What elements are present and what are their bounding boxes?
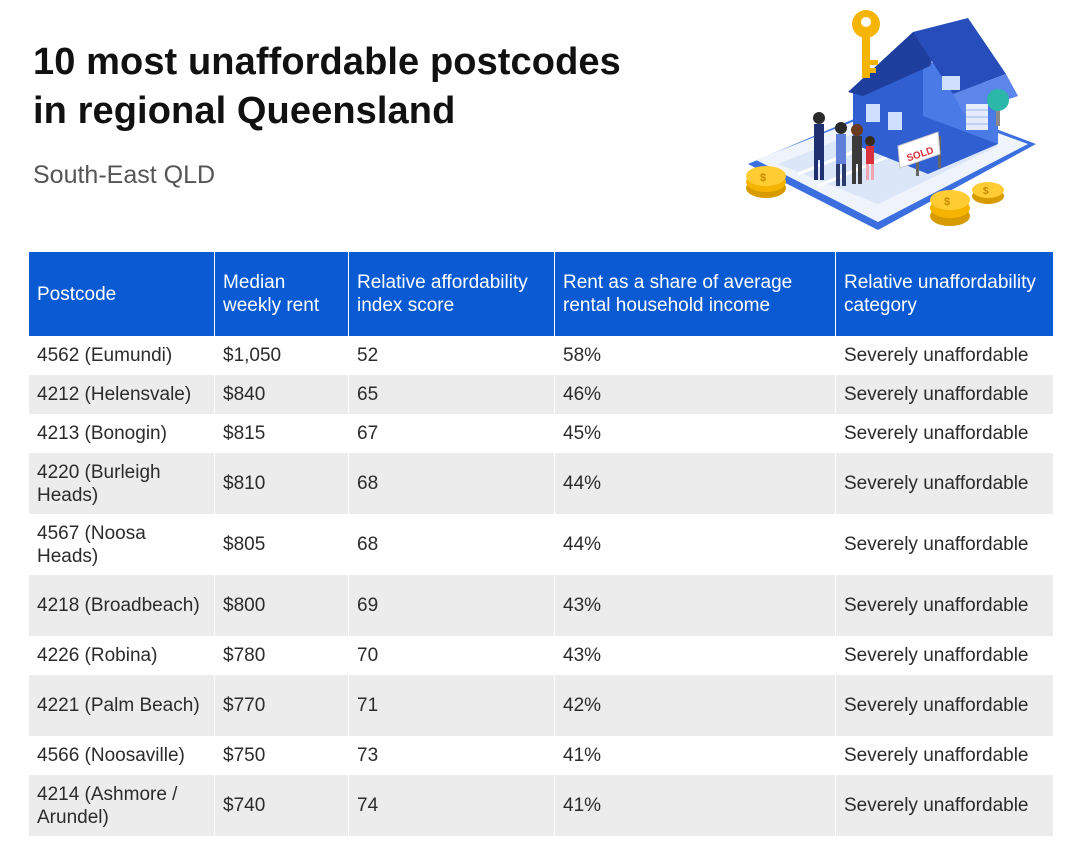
column-header-rent-share: Rent as a share of average rental househ… — [555, 252, 836, 336]
cell-score: 52 — [349, 336, 555, 375]
column-header-affordability-score: Relative affordability index score — [349, 252, 555, 336]
cell-share: 44% — [555, 453, 836, 514]
cell-postcode: 4213 (Bonogin) — [29, 414, 215, 453]
table-row: 4212 (Helensvale) $840 65 46% Severely u… — [29, 375, 1053, 414]
cell-rent: $815 — [215, 414, 349, 453]
page-subtitle: South-East QLD — [33, 161, 216, 189]
cell-share: 58% — [555, 336, 836, 375]
cell-score: 73 — [349, 736, 555, 775]
table-header-row: Postcode Median weekly rent Relative aff… — [29, 252, 1053, 336]
cell-score: 70 — [349, 636, 555, 675]
cell-rent: $810 — [215, 453, 349, 514]
cell-postcode: 4214 (Ashmore / Arundel) — [29, 775, 215, 836]
cell-category: Severely unaffordable — [836, 453, 1053, 514]
cell-share: 41% — [555, 736, 836, 775]
data-table-container: Postcode Median weekly rent Relative aff… — [29, 252, 1053, 836]
table-row: 4213 (Bonogin) $815 67 45% Severely unaf… — [29, 414, 1053, 453]
table-row: 4226 (Robina) $780 70 43% Severely unaff… — [29, 636, 1053, 675]
cell-score: 65 — [349, 375, 555, 414]
cell-rent: $1,050 — [215, 336, 349, 375]
cell-category: Severely unaffordable — [836, 375, 1053, 414]
cell-share: 45% — [555, 414, 836, 453]
cell-rent: $800 — [215, 575, 349, 636]
cell-rent: $740 — [215, 775, 349, 836]
people-icon — [813, 112, 875, 186]
cell-share: 43% — [555, 575, 836, 636]
cell-category: Severely unaffordable — [836, 336, 1053, 375]
title-line-2: in regional Queensland — [33, 90, 456, 132]
title-line-1: 10 most unaffordable postcodes — [33, 41, 621, 83]
cell-category: Severely unaffordable — [836, 514, 1053, 575]
cell-score: 69 — [349, 575, 555, 636]
affordability-table: Postcode Median weekly rent Relative aff… — [29, 252, 1053, 836]
column-header-category: Relative unaffordability category — [836, 252, 1053, 336]
cell-category: Severely unaffordable — [836, 636, 1053, 675]
cell-postcode: 4562 (Eumundi) — [29, 336, 215, 375]
cell-postcode: 4220 (Burleigh Heads) — [29, 453, 215, 514]
svg-text:$: $ — [760, 172, 766, 184]
cell-share: 44% — [555, 514, 836, 575]
table-row: 4562 (Eumundi) $1,050 52 58% Severely un… — [29, 336, 1053, 375]
coin-stack-icon: $ $ $ — [746, 166, 1004, 226]
cell-postcode: 4221 (Palm Beach) — [29, 675, 215, 736]
key-icon — [852, 10, 880, 78]
cell-score: 68 — [349, 514, 555, 575]
column-header-postcode: Postcode — [29, 252, 215, 336]
cell-rent: $780 — [215, 636, 349, 675]
cell-postcode: 4226 (Robina) — [29, 636, 215, 675]
house-sale-illustration: SOLD $ $ $ — [746, 10, 1036, 230]
svg-text:$: $ — [944, 196, 950, 208]
tree-icon — [987, 89, 1009, 126]
cell-postcode: 4212 (Helensvale) — [29, 375, 215, 414]
cell-share: 42% — [555, 675, 836, 736]
cell-share: 41% — [555, 775, 836, 836]
table-row: 4218 (Broadbeach) $800 69 43% Severely u… — [29, 575, 1053, 636]
table-row: 4567 (Noosa Heads) $805 68 44% Severely … — [29, 514, 1053, 575]
cell-rent: $805 — [215, 514, 349, 575]
cell-postcode: 4567 (Noosa Heads) — [29, 514, 215, 575]
cell-rent: $750 — [215, 736, 349, 775]
table-row: 4214 (Ashmore / Arundel) $740 74 41% Sev… — [29, 775, 1053, 836]
cell-postcode: 4566 (Noosaville) — [29, 736, 215, 775]
cell-rent: $770 — [215, 675, 349, 736]
table-row: 4220 (Burleigh Heads) $810 68 44% Severe… — [29, 453, 1053, 514]
cell-score: 67 — [349, 414, 555, 453]
page-title: 10 most unaffordable postcodes in region… — [33, 38, 733, 136]
svg-text:$: $ — [983, 186, 989, 197]
cell-category: Severely unaffordable — [836, 675, 1053, 736]
cell-category: Severely unaffordable — [836, 775, 1053, 836]
cell-score: 71 — [349, 675, 555, 736]
column-header-median-rent: Median weekly rent — [215, 252, 349, 336]
cell-category: Severely unaffordable — [836, 414, 1053, 453]
cell-rent: $840 — [215, 375, 349, 414]
table-row: 4221 (Palm Beach) $770 71 42% Severely u… — [29, 675, 1053, 736]
cell-share: 43% — [555, 636, 836, 675]
table-row: 4566 (Noosaville) $750 73 41% Severely u… — [29, 736, 1053, 775]
cell-score: 68 — [349, 453, 555, 514]
house-icon — [848, 18, 1018, 174]
cell-postcode: 4218 (Broadbeach) — [29, 575, 215, 636]
cell-score: 74 — [349, 775, 555, 836]
cell-share: 46% — [555, 375, 836, 414]
cell-category: Severely unaffordable — [836, 736, 1053, 775]
cell-category: Severely unaffordable — [836, 575, 1053, 636]
